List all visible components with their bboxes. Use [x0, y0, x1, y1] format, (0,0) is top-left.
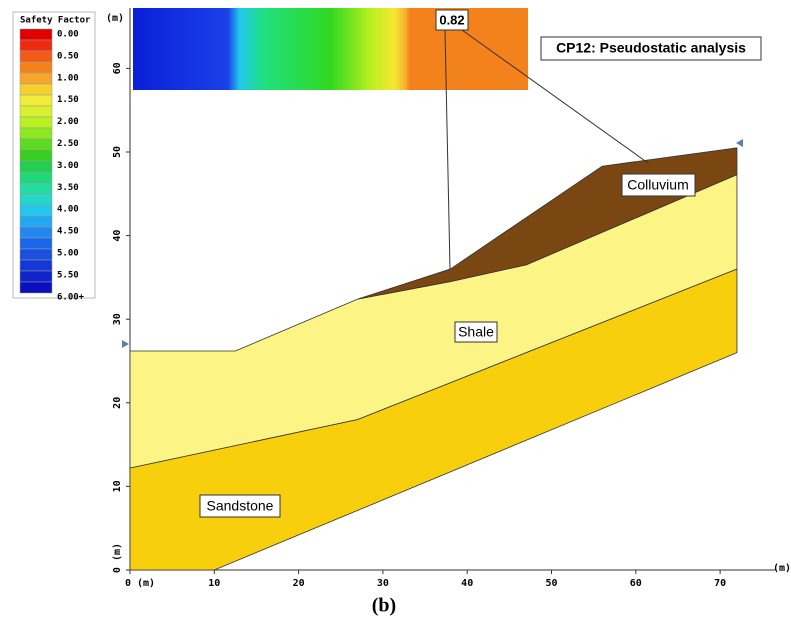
legend: Safety Factor 0.00 0.50 1.00 1.50 2.00 2.50 3.… — [12, 11, 96, 302]
label-box — [199, 494, 281, 518]
legend-swatch — [19, 204, 53, 217]
legend-label: 2.50 — [57, 139, 79, 149]
y-tick-label: 20 — [112, 397, 123, 409]
y-tick-label: 50 — [112, 146, 123, 158]
legend-swatch — [19, 50, 53, 63]
legend-swatch — [19, 105, 53, 118]
legend-label: 4.00 — [57, 205, 79, 215]
legend-swatch — [19, 215, 53, 228]
legend-swatch — [19, 61, 53, 74]
legend-label: 2.00 — [57, 117, 79, 127]
leader-line — [444, 29, 451, 270]
legend-swatch — [19, 127, 53, 140]
x-tick-label: 70 — [714, 578, 726, 589]
legend-label: 5.00 — [57, 249, 79, 259]
y-tick-label: 10 — [112, 480, 123, 492]
legend-swatch — [19, 138, 53, 151]
legend-label: 6.00+ — [57, 292, 85, 302]
label-box — [454, 321, 498, 343]
legend-label: 1.50 — [57, 95, 79, 105]
marker — [122, 340, 129, 348]
y-tick-label: 60 — [112, 62, 123, 74]
legend-label: 4.50 — [57, 227, 79, 237]
x-tick-label: 50 — [545, 578, 557, 589]
legend-swatch — [19, 94, 53, 107]
legend-swatch — [19, 182, 53, 195]
legend-label: 3.50 — [57, 183, 79, 193]
legend-swatch — [19, 193, 53, 206]
title-box — [540, 36, 762, 61]
y-tick-label: 0 (m) — [112, 543, 123, 573]
x-tick-label: 0 (m) — [125, 578, 155, 589]
legend-label: 5.50 — [57, 270, 79, 280]
legend-swatch — [19, 237, 53, 250]
legend-label: 0.00 — [57, 30, 79, 40]
legend-swatch — [19, 72, 53, 85]
x-tick-label: 10 — [208, 578, 220, 589]
legend-title: Safety Factor — [20, 16, 91, 26]
fs-box — [435, 9, 469, 31]
legend-label: 3.00 — [57, 161, 79, 171]
legend-swatch — [19, 171, 53, 184]
y-tick-label: 40 — [112, 230, 123, 242]
x-unit: (m) — [773, 563, 791, 574]
marker — [736, 139, 743, 147]
legend-swatch — [19, 259, 53, 272]
legend-label: 1.00 — [57, 73, 79, 83]
legend-swatch — [19, 248, 53, 261]
legend-swatch — [19, 270, 53, 283]
caption: (b) — [372, 595, 396, 617]
layer-label: Sandstone — [207, 498, 274, 514]
legend-swatch — [19, 39, 53, 52]
contour-inset — [133, 8, 528, 90]
fs-value: 0.82 — [439, 12, 464, 27]
legend-swatch — [19, 28, 53, 41]
legend-swatch — [19, 226, 53, 239]
legend-swatch — [19, 149, 53, 162]
layer-label: Shale — [458, 324, 494, 340]
label-box — [621, 173, 696, 197]
analysis-title: CP12: Pseudostatic analysis — [556, 40, 746, 56]
x-tick-label: 60 — [630, 578, 642, 589]
legend-swatch — [19, 83, 53, 96]
legend-swatch — [19, 116, 53, 129]
y-unit: (m) — [106, 13, 124, 24]
legend-swatch — [19, 281, 53, 294]
x-tick-label: 40 — [461, 578, 473, 589]
layer-label: Colluvium — [627, 177, 688, 193]
x-tick-label: 30 — [377, 578, 389, 589]
legend-swatch — [19, 160, 53, 173]
legend-label: 0.50 — [57, 51, 79, 61]
x-tick-label: 20 — [293, 578, 305, 589]
leader-line — [461, 29, 649, 164]
y-tick-label: 30 — [112, 313, 123, 325]
